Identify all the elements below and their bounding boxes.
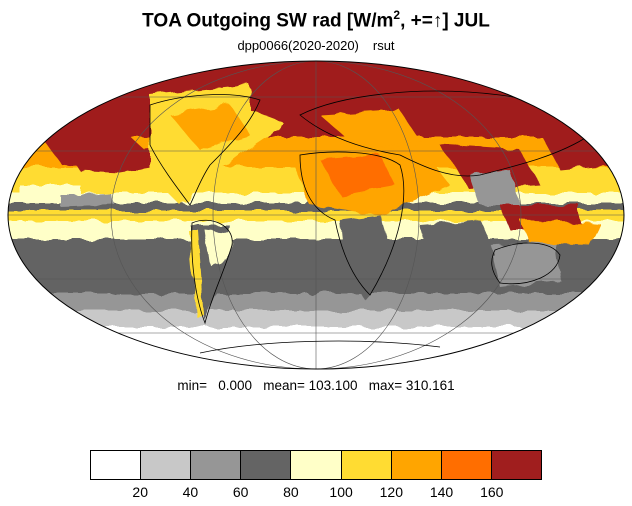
- colorbar-labels: 20 40 60 80 100 120 140 160: [90, 484, 542, 502]
- mollweide-map: [7, 60, 625, 370]
- colorbar-box-2: [141, 451, 192, 479]
- variable-label: rsut: [372, 38, 395, 53]
- colorbar-label: 120: [379, 484, 403, 500]
- south-america-pale: [205, 230, 232, 265]
- title-middle: , +=: [400, 10, 433, 32]
- colorbar-box-7: [391, 451, 442, 479]
- title-exponent: 2: [393, 8, 401, 22]
- map-title: TOA Outgoing SW rad [W/m2, +=↑] JUL: [0, 8, 632, 32]
- north-america-orange: [170, 105, 250, 150]
- colorbar-label: 40: [182, 484, 199, 500]
- sahara-core: [320, 155, 395, 195]
- colorbar-box-4: [241, 451, 292, 479]
- coast-africa: [299, 151, 405, 296]
- graticule: [8, 61, 624, 369]
- colorbar-label: 20: [132, 484, 148, 500]
- colorbar-label: 60: [232, 484, 249, 500]
- run-label: dpp0066(2020-2020): [237, 38, 359, 53]
- title-prefix: TOA Outgoing SW rad [W/m: [142, 10, 394, 32]
- colorbar-box-1: [91, 451, 142, 479]
- europe-orange: [320, 110, 420, 150]
- map-subtitle: dpp0066(2020-2020) rsut: [0, 38, 632, 53]
- field-layer: [8, 61, 624, 369]
- coast-australia: [491, 242, 561, 285]
- field-statistics: min= 0.000 mean= 103.100 max= 310.161: [177, 378, 455, 393]
- coast-eurasia: [299, 90, 591, 177]
- indian-ocean-dark: [420, 220, 495, 265]
- colorbar-label: 160: [480, 484, 504, 500]
- colorbar-box-5: [291, 451, 342, 479]
- coast-north-america: [149, 94, 261, 206]
- colorbar: [90, 450, 542, 480]
- north-america-red: [70, 150, 170, 173]
- north-atlantic-red: [250, 70, 330, 125]
- maritime-orange: [520, 220, 600, 245]
- coast-antarctica: [199, 340, 441, 354]
- australia: [490, 240, 560, 287]
- colorbar-label: 100: [329, 484, 353, 500]
- coast-south-america: [191, 219, 233, 325]
- colorbar-box-6: [341, 451, 392, 479]
- globe-outline: [7, 60, 625, 370]
- meridian-60: [212, 61, 420, 369]
- title-suffix: ] JUL: [442, 10, 490, 32]
- colorbar-label: 80: [283, 484, 299, 500]
- meridian-120: [110, 61, 522, 369]
- west-pacific-grey: [470, 170, 520, 205]
- east-pacific-grey: [60, 193, 115, 207]
- colorbar-box-8: [441, 451, 492, 479]
- tropical-pale: [20, 185, 80, 195]
- up-arrow-icon: ↑: [432, 10, 443, 32]
- colorbar-label: 140: [429, 484, 454, 500]
- colorbar-box-9: [491, 451, 541, 479]
- colorbar-box-3: [191, 451, 242, 479]
- coastlines: [149, 90, 591, 354]
- antarctica-coast: [200, 337, 440, 360]
